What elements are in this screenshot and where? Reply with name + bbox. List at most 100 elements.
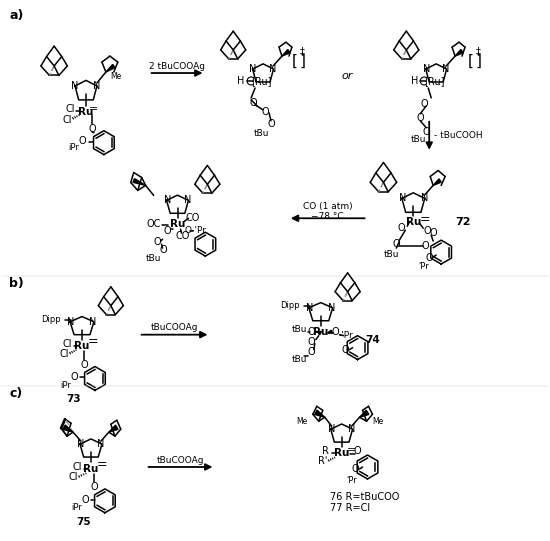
Polygon shape	[360, 410, 369, 417]
Text: Cl: Cl	[65, 104, 75, 114]
Text: O: O	[424, 226, 431, 236]
Text: 2 tBuCOOAg: 2 tBuCOOAg	[149, 62, 205, 70]
Polygon shape	[61, 428, 67, 436]
Text: tBu: tBu	[254, 129, 269, 138]
Text: N: N	[442, 64, 450, 74]
Polygon shape	[109, 425, 118, 432]
Text: CO: CO	[175, 231, 190, 241]
Polygon shape	[455, 50, 463, 56]
Text: OC: OC	[146, 219, 161, 229]
Text: - tBuCOOH: - tBuCOOH	[434, 131, 483, 140]
Text: or: or	[342, 71, 353, 81]
Text: =: =	[347, 445, 356, 455]
Text: N: N	[270, 64, 277, 74]
Text: 77 R=Cl: 77 R=Cl	[329, 503, 370, 513]
Text: Ru: Ru	[405, 217, 421, 227]
Text: Ru: Ru	[170, 219, 185, 229]
Text: b): b)	[9, 277, 24, 290]
Text: CO (1 atm)
−78 °C: CO (1 atm) −78 °C	[303, 202, 353, 221]
Text: 74: 74	[365, 335, 380, 345]
Polygon shape	[106, 64, 115, 72]
Text: N: N	[67, 316, 75, 327]
Text: O: O	[154, 237, 161, 247]
Text: c): c)	[9, 387, 23, 400]
Text: N: N	[250, 64, 257, 74]
Text: 75: 75	[76, 517, 91, 527]
Text: O: O	[261, 107, 269, 117]
Text: O: O	[164, 226, 172, 236]
Text: O: O	[267, 119, 275, 129]
Text: Cl: Cl	[68, 472, 78, 482]
Text: Dipp: Dipp	[280, 301, 300, 311]
Text: O: O	[352, 464, 359, 474]
Text: O: O	[398, 223, 405, 233]
Text: Cl: Cl	[72, 462, 82, 472]
Text: Cl: Cl	[62, 339, 72, 348]
Text: Ru: Ru	[83, 464, 98, 474]
Text: Me: Me	[372, 417, 383, 426]
Text: Cl: Cl	[59, 348, 69, 359]
Polygon shape	[282, 50, 290, 56]
Text: ]: ]	[476, 54, 482, 69]
Text: 72: 72	[455, 217, 471, 227]
Text: tBu: tBu	[292, 325, 307, 334]
Text: 'Pr: 'Pr	[346, 477, 357, 485]
Text: N: N	[184, 195, 191, 206]
Text: O-'Pr: O-'Pr	[184, 226, 206, 235]
Text: [: [	[292, 54, 298, 69]
Text: O: O	[78, 136, 86, 146]
Text: O: O	[308, 347, 316, 357]
Polygon shape	[319, 331, 321, 334]
Text: Ru: Ru	[78, 107, 94, 117]
Text: iPr: iPr	[69, 143, 79, 152]
Text: N: N	[328, 303, 336, 313]
Polygon shape	[315, 410, 324, 417]
Text: Cl: Cl	[62, 115, 72, 125]
Text: [Ru]: [Ru]	[424, 76, 444, 86]
Text: O: O	[430, 228, 437, 238]
Text: R: R	[322, 446, 329, 456]
Text: N: N	[72, 81, 79, 91]
Text: Ru: Ru	[313, 327, 328, 337]
Polygon shape	[63, 425, 73, 432]
Text: iPr: iPr	[60, 381, 72, 390]
Text: N: N	[328, 424, 336, 434]
Text: N: N	[422, 64, 430, 74]
Text: Ru: Ru	[74, 341, 90, 351]
Text: ]: ]	[300, 54, 306, 69]
Polygon shape	[433, 179, 441, 186]
Text: tBu: tBu	[410, 135, 426, 144]
Text: tBu: tBu	[384, 249, 399, 259]
Text: tBuCOOAg: tBuCOOAg	[151, 323, 198, 332]
Text: =: =	[420, 213, 431, 226]
Text: N: N	[306, 303, 313, 313]
Text: O: O	[342, 345, 349, 354]
Text: N: N	[97, 439, 104, 449]
Text: O: O	[421, 241, 429, 251]
Text: H: H	[411, 76, 418, 86]
Text: O: O	[90, 482, 98, 492]
Text: N: N	[78, 439, 85, 449]
Text: N: N	[348, 424, 355, 434]
Text: N: N	[89, 316, 97, 327]
Text: Me: Me	[110, 71, 122, 81]
Text: N: N	[164, 195, 171, 206]
Text: N: N	[94, 81, 101, 91]
Text: [Ru]: [Ru]	[251, 76, 271, 86]
Text: Me: Me	[296, 417, 308, 426]
Text: O: O	[81, 495, 89, 505]
Text: tBuCOOAg: tBuCOOAg	[157, 456, 204, 465]
Polygon shape	[328, 330, 332, 333]
Text: O: O	[393, 239, 400, 249]
Text: O: O	[88, 124, 96, 134]
Text: =: =	[87, 335, 98, 348]
Text: =: =	[97, 458, 107, 472]
Text: -'Pr: -'Pr	[338, 331, 353, 340]
Text: tBu: tBu	[146, 254, 161, 262]
Text: iPr: iPr	[72, 503, 82, 512]
Text: tBu: tBu	[292, 355, 307, 364]
Text: CO: CO	[185, 213, 200, 223]
Text: 73: 73	[67, 394, 81, 404]
Text: N: N	[421, 193, 428, 203]
Text: R': R'	[318, 456, 327, 466]
